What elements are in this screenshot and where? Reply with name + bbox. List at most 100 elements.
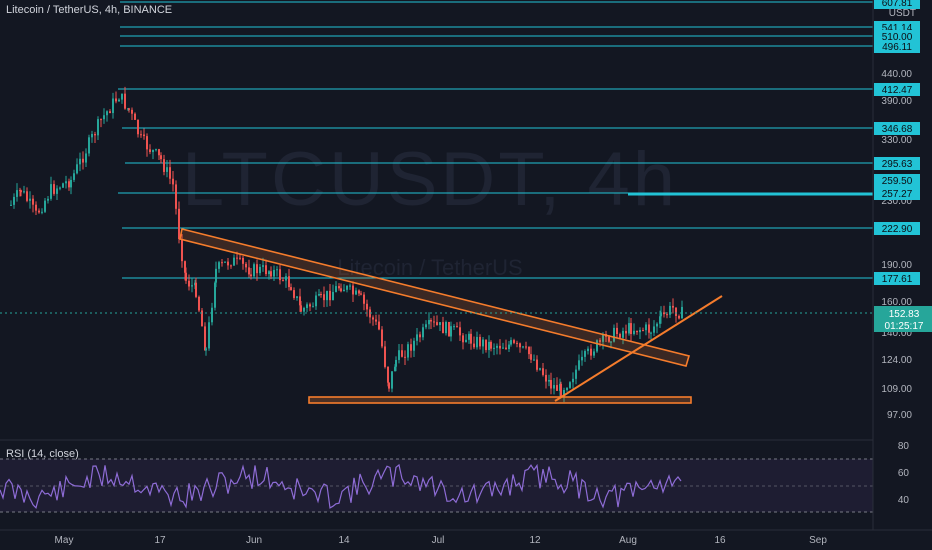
candle-body [56,188,58,194]
candle-body [103,115,105,120]
candle-body [660,312,662,317]
candle-body [124,93,126,109]
price-tick: 97.00 [887,410,912,421]
rsi-axis[interactable]: 80 60 40 [898,441,910,506]
candle-body [566,387,568,391]
candle-body [131,109,133,114]
candle-body [290,287,292,291]
candle-body [346,285,348,290]
candle-body [20,190,22,193]
candle-body [519,343,521,348]
candle-body [653,326,655,333]
candle-body [300,305,302,312]
support-box[interactable] [308,396,692,404]
candle-body [85,153,87,163]
candle-body [140,134,142,136]
rsi-band [0,459,873,512]
candle-body [320,294,322,296]
level-label-bg [874,272,920,285]
time-tick: 17 [154,535,166,546]
candle-body [70,179,72,188]
price-axis[interactable]: 440.00 390.00 330.00 230.00 190.00 160.0… [881,8,916,421]
candle-body [332,291,334,301]
candle-body [488,341,490,351]
candle-body [599,340,601,342]
candle-body [398,350,400,360]
candle-body [97,119,99,136]
candle-body [482,339,484,347]
candle-body [388,382,390,389]
symbol-title[interactable]: Litecoin / TetherUS, 4h, BINANCE [6,4,173,16]
candle-body [450,326,452,337]
candle-body [214,282,216,308]
candle-body [678,315,680,319]
candle-body [172,178,174,185]
candle-body [293,290,295,298]
candle-body [65,181,67,184]
candle-body [233,257,235,266]
candle-body [416,334,418,341]
candle-body [204,326,206,351]
candle-body [473,343,475,348]
candle-body [121,93,123,100]
candle-body [338,286,340,289]
level-label: 222.90 [882,224,913,235]
price-tick: 124.00 [881,355,912,366]
ascending-trendline[interactable] [554,295,723,402]
candle-body [88,137,90,154]
drawings[interactable] [179,228,723,404]
candle-body [259,266,261,274]
last-price-countdown: 01:25:17 [885,321,924,332]
candle-body [433,321,435,323]
candle-body [160,155,162,160]
price-tick: 330.00 [881,135,912,146]
candle-body [215,268,217,283]
price-tick: 230.00 [881,196,912,207]
time-axis[interactable]: May 17 Jun 14 Jul 12 Aug 16 Sep [55,535,828,546]
candle-body [375,319,377,322]
candle-body [82,158,84,163]
candle-body [73,173,75,180]
candle-body [198,296,200,311]
candle-body [645,324,647,331]
candle-body [496,345,498,348]
candle-body [299,296,301,306]
level-label: 510.00 [882,32,913,43]
level-label-bg [874,222,920,235]
candle-body [499,345,501,349]
candle-body [340,288,342,292]
candle-body [563,390,565,397]
candle-body [436,322,438,326]
candle-body [262,265,264,267]
candle-body [650,332,652,334]
candle-body [419,334,421,338]
candle-body [253,264,255,277]
candle-body [456,326,458,328]
candle-body [569,382,571,388]
candle-body [323,294,325,301]
candle-body [282,280,284,282]
candle-body [221,262,223,264]
candle-body [13,196,15,205]
candle-body [470,333,472,344]
candle-body [666,314,668,316]
candle-body [616,327,618,335]
candle-body [360,293,362,295]
descending-channel[interactable] [179,228,691,367]
time-tick: Sep [809,535,827,546]
candle-body [608,336,610,342]
candle-body [533,359,535,361]
candle-body [224,261,226,263]
candle-body [636,330,638,333]
horizontal-levels[interactable] [118,1,873,279]
candle-body [490,341,492,349]
candle-body [26,191,28,201]
candle-body [530,354,532,360]
candle-body [372,317,374,320]
candle-body [296,296,298,298]
rsi-indicator-label[interactable]: RSI (14, close) [6,448,79,460]
candle-body [619,334,621,338]
candle-body [413,340,415,351]
